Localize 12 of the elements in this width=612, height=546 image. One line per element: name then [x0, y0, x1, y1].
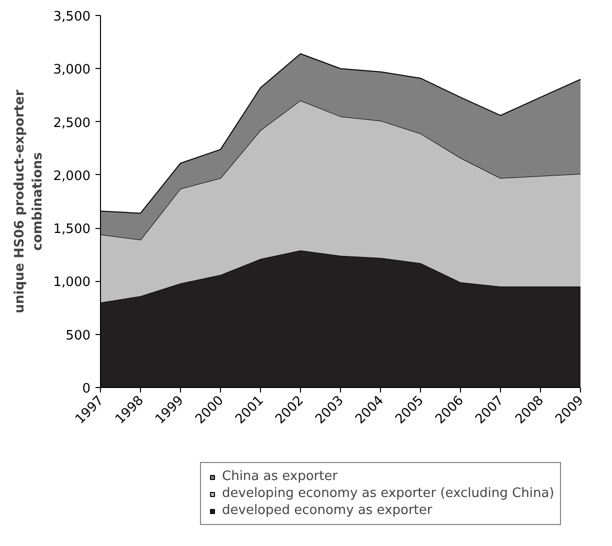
y-tick-label: 1,500	[53, 222, 90, 238]
y-tick-label: 2,500	[53, 116, 90, 131]
y-tick-label: 1,000	[53, 275, 90, 290]
y-tick-label: 3,500	[53, 10, 90, 24]
y-axis-title: unique HS06 product-exporter combinations	[12, 89, 46, 314]
legend-label: developed economy as exporter	[222, 503, 432, 518]
y-tick-label: 2,000	[53, 168, 90, 184]
y-tick-label: 3,000	[53, 62, 90, 78]
legend-label: developing economy as exporter (excluding China)	[222, 486, 554, 501]
legend-label: China as exporter	[222, 469, 338, 484]
y-tick-label: 500	[66, 328, 91, 344]
y-tick-label: 0	[82, 382, 91, 396]
